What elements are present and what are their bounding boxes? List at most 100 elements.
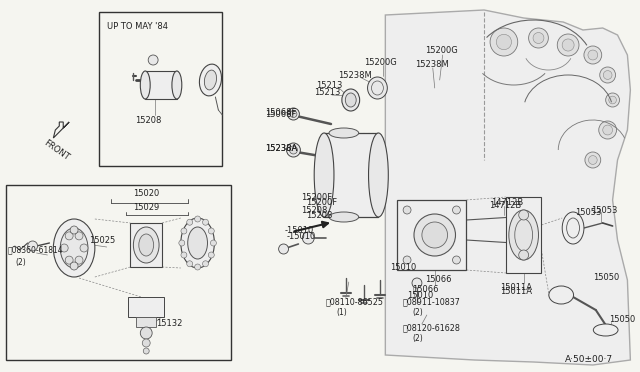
Circle shape — [604, 71, 612, 79]
Text: 15066: 15066 — [412, 285, 438, 295]
Text: A·50±00·7: A·50±00·7 — [564, 356, 612, 365]
Text: 15010: 15010 — [390, 263, 417, 273]
Text: 15011A: 15011A — [500, 288, 532, 296]
Text: 15029: 15029 — [133, 202, 159, 212]
Ellipse shape — [509, 210, 538, 260]
Text: -15010: -15010 — [285, 225, 314, 234]
Text: 15238M: 15238M — [338, 71, 372, 80]
Circle shape — [452, 206, 460, 214]
Ellipse shape — [562, 212, 584, 244]
Text: 15025: 15025 — [89, 235, 115, 244]
Ellipse shape — [204, 70, 216, 90]
Text: 15200F: 15200F — [307, 198, 337, 206]
Circle shape — [588, 50, 598, 60]
Circle shape — [496, 34, 511, 50]
Text: 15020: 15020 — [133, 189, 159, 198]
Bar — [99, 12, 222, 166]
Circle shape — [529, 28, 548, 48]
Circle shape — [533, 32, 544, 44]
Circle shape — [143, 348, 149, 354]
Text: Ⓑ08110-86525: Ⓑ08110-86525 — [326, 298, 384, 307]
Circle shape — [181, 228, 187, 234]
Ellipse shape — [367, 77, 387, 99]
Text: 15238A: 15238A — [265, 144, 297, 153]
Circle shape — [142, 339, 150, 347]
Circle shape — [65, 256, 73, 264]
Circle shape — [195, 264, 200, 270]
Circle shape — [75, 256, 83, 264]
Circle shape — [412, 278, 422, 288]
Text: 15010: 15010 — [407, 291, 433, 299]
Ellipse shape — [140, 71, 150, 99]
Ellipse shape — [287, 143, 300, 157]
Text: 15213: 15213 — [316, 80, 342, 90]
Text: Ⓢ08911-10837: Ⓢ08911-10837 — [402, 298, 460, 307]
Circle shape — [600, 67, 616, 83]
Ellipse shape — [181, 218, 214, 268]
Ellipse shape — [200, 64, 221, 96]
Ellipse shape — [188, 227, 207, 259]
Bar — [131, 223, 162, 267]
Ellipse shape — [290, 110, 297, 118]
Ellipse shape — [346, 93, 356, 107]
Circle shape — [519, 250, 529, 260]
Text: 15053: 15053 — [591, 205, 617, 215]
Text: (1): (1) — [336, 308, 347, 317]
Circle shape — [28, 241, 38, 251]
Ellipse shape — [287, 108, 300, 120]
Text: 15011A: 15011A — [500, 282, 532, 292]
Text: 15238M: 15238M — [415, 60, 449, 68]
Text: 15200G: 15200G — [364, 58, 396, 67]
Text: 15132: 15132 — [156, 318, 182, 327]
Circle shape — [490, 28, 518, 56]
Circle shape — [403, 256, 411, 264]
Bar — [145, 71, 177, 99]
Text: 15208: 15208 — [135, 115, 161, 125]
Circle shape — [403, 206, 411, 214]
Bar — [6, 185, 231, 360]
Ellipse shape — [329, 212, 358, 222]
Ellipse shape — [593, 324, 618, 336]
Polygon shape — [53, 122, 69, 138]
Ellipse shape — [549, 286, 573, 304]
Ellipse shape — [369, 133, 388, 217]
Ellipse shape — [53, 219, 95, 277]
Circle shape — [599, 121, 616, 139]
Circle shape — [589, 155, 597, 164]
Text: 14712B: 14712B — [489, 201, 522, 209]
Text: (2): (2) — [412, 308, 423, 317]
Text: 14712B: 14712B — [491, 198, 524, 206]
Circle shape — [202, 261, 209, 267]
Ellipse shape — [289, 146, 298, 154]
Circle shape — [140, 327, 152, 339]
Circle shape — [609, 96, 616, 104]
Text: (2): (2) — [412, 334, 423, 343]
Ellipse shape — [172, 71, 182, 99]
Bar — [129, 297, 164, 317]
Bar — [506, 197, 541, 273]
Text: 15050: 15050 — [609, 315, 635, 324]
Ellipse shape — [60, 228, 88, 268]
Circle shape — [187, 219, 193, 225]
Text: 15208: 15208 — [307, 211, 333, 219]
Ellipse shape — [139, 234, 154, 256]
Circle shape — [60, 244, 68, 252]
Text: 15213: 15213 — [314, 87, 340, 96]
Circle shape — [605, 93, 620, 107]
Text: 15200G: 15200G — [425, 45, 458, 55]
Text: Ⓝ08360-61814: Ⓝ08360-61814 — [8, 246, 63, 254]
Circle shape — [209, 228, 214, 234]
Circle shape — [179, 240, 185, 246]
Text: -15010: -15010 — [287, 231, 316, 241]
Circle shape — [584, 46, 602, 64]
Ellipse shape — [314, 133, 334, 217]
Text: 15200F: 15200F — [301, 192, 332, 202]
Circle shape — [75, 232, 83, 240]
Circle shape — [452, 256, 460, 264]
Ellipse shape — [133, 227, 159, 263]
Ellipse shape — [422, 222, 447, 248]
Circle shape — [80, 244, 88, 252]
Text: Ⓑ08120-61628: Ⓑ08120-61628 — [402, 324, 460, 333]
Circle shape — [187, 261, 193, 267]
Circle shape — [278, 244, 289, 254]
